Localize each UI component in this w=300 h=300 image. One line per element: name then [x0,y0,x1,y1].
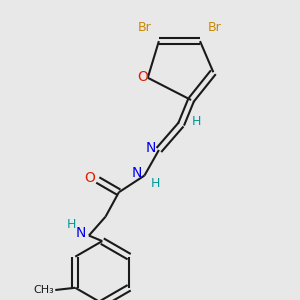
Text: N: N [146,141,156,155]
Text: CH₃: CH₃ [34,285,55,295]
Text: H: H [151,177,160,190]
Text: Br: Br [208,21,221,34]
Text: N: N [76,226,86,240]
Text: O: O [85,171,95,185]
Text: Br: Br [138,21,151,34]
Text: H: H [192,115,201,128]
Text: O: O [137,70,148,84]
Text: H: H [66,218,76,231]
Text: N: N [131,166,142,180]
